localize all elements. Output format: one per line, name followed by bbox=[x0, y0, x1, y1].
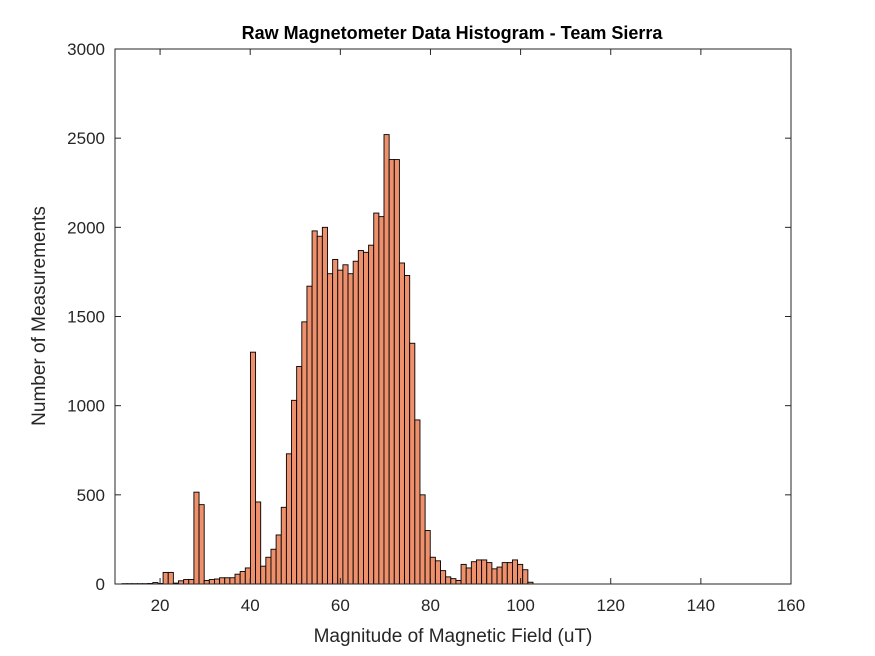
histogram-bar bbox=[214, 578, 221, 585]
histogram-bar bbox=[224, 577, 231, 585]
histogram-bar bbox=[270, 548, 277, 585]
histogram-bar bbox=[316, 235, 323, 585]
histogram-bar bbox=[337, 269, 344, 585]
histogram-bar bbox=[193, 491, 200, 585]
histogram-bar bbox=[342, 264, 349, 585]
histogram-bar bbox=[465, 567, 472, 585]
histogram-bar bbox=[373, 212, 380, 585]
histogram-bar bbox=[244, 567, 251, 585]
histogram-bar bbox=[352, 260, 359, 585]
histogram-bar bbox=[450, 578, 457, 585]
histogram-bar bbox=[357, 250, 364, 585]
histogram-bar bbox=[470, 561, 477, 585]
y-axis-title: Number of Measurements bbox=[29, 206, 50, 426]
histogram-bar bbox=[476, 559, 483, 585]
histogram-bar bbox=[455, 579, 462, 585]
histogram-bars bbox=[121, 134, 534, 585]
histogram-bar bbox=[332, 258, 339, 585]
histogram-bar bbox=[208, 579, 215, 585]
histogram-bar bbox=[280, 506, 287, 585]
y-tick-label: 1000 bbox=[67, 397, 105, 416]
histogram-bar bbox=[285, 453, 292, 585]
histogram-bar bbox=[229, 577, 236, 585]
histogram-bar bbox=[522, 569, 529, 585]
histogram-bar bbox=[234, 573, 241, 585]
histogram-bar bbox=[275, 534, 282, 585]
histogram-bar bbox=[388, 159, 395, 585]
histogram-bar bbox=[291, 399, 298, 585]
histogram-bar bbox=[398, 262, 406, 585]
histogram-bar bbox=[260, 565, 267, 585]
histogram-bar bbox=[414, 419, 421, 585]
histogram-bar bbox=[306, 285, 313, 585]
plot-area-frame bbox=[114, 48, 792, 585]
histogram-bar bbox=[249, 351, 257, 585]
histogram-bar bbox=[404, 275, 411, 585]
x-tick-label: 20 bbox=[151, 596, 170, 615]
histogram-bar bbox=[383, 134, 390, 585]
y-tick-label: 2000 bbox=[67, 218, 105, 237]
histogram-bar bbox=[265, 556, 272, 585]
histogram-bar bbox=[321, 226, 328, 585]
histogram-bar bbox=[347, 273, 354, 585]
histogram-bar bbox=[429, 556, 436, 585]
y-tick-label: 2500 bbox=[67, 129, 105, 148]
histogram-bar bbox=[255, 501, 262, 585]
histogram-bar bbox=[440, 570, 447, 585]
x-tick-label: 100 bbox=[506, 596, 534, 615]
histogram-bar bbox=[311, 230, 318, 585]
histogram-bar bbox=[327, 273, 334, 585]
histogram-bar bbox=[409, 342, 416, 585]
histogram-bar bbox=[198, 504, 205, 585]
histogram-bar bbox=[167, 571, 174, 585]
y-tick-label: 0 bbox=[96, 575, 105, 594]
y-tick-label: 3000 bbox=[67, 40, 105, 59]
histogram-bar bbox=[496, 566, 503, 585]
x-tick-label: 60 bbox=[331, 596, 350, 615]
histogram-bar bbox=[219, 577, 226, 585]
histogram-bar bbox=[491, 568, 498, 585]
x-axis-ticks: 20 40 60 80 100 120 140 160 bbox=[151, 49, 805, 615]
y-tick-label: 1500 bbox=[67, 308, 105, 327]
histogram-bar bbox=[203, 579, 210, 585]
histogram-bar bbox=[486, 562, 493, 585]
y-tick-label: 500 bbox=[77, 486, 105, 505]
histogram-bar bbox=[511, 559, 519, 585]
histogram-bar bbox=[424, 530, 431, 585]
histogram-bar bbox=[434, 560, 441, 585]
x-axis-title: Magnitude of Magnetic Field (uT) bbox=[314, 626, 593, 647]
x-tick-label: 140 bbox=[687, 596, 715, 615]
x-tick-label: 160 bbox=[777, 596, 805, 615]
x-tick-label: 120 bbox=[597, 596, 625, 615]
histogram-bar bbox=[501, 562, 508, 585]
histogram-bar bbox=[239, 571, 246, 585]
histogram-bar bbox=[393, 159, 400, 585]
histogram-bar bbox=[506, 562, 513, 585]
histogram-bar bbox=[301, 321, 308, 585]
histogram-bar bbox=[419, 494, 426, 585]
x-tick-label: 40 bbox=[241, 596, 260, 615]
y-axis-ticks: 0 500 1000 1500 2000 2500 3000 bbox=[67, 40, 791, 594]
chart-title: Raw Magnetometer Data Histogram - Team S… bbox=[242, 23, 664, 43]
histogram-bar bbox=[183, 579, 190, 585]
histogram-bar bbox=[445, 576, 452, 585]
histogram-bar bbox=[460, 563, 467, 585]
histogram-bar bbox=[481, 559, 488, 585]
x-tick-label: 80 bbox=[421, 596, 440, 615]
histogram-bar bbox=[188, 579, 195, 585]
histogram-bar bbox=[378, 216, 385, 585]
histogram-bar bbox=[296, 365, 303, 585]
histogram-bar bbox=[363, 251, 370, 585]
histogram-bar bbox=[368, 244, 375, 585]
histogram-bar bbox=[162, 571, 169, 585]
